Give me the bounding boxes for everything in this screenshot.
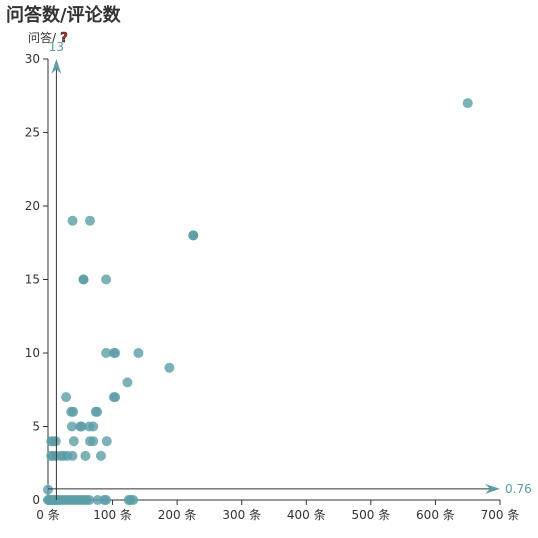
data-point [88, 436, 99, 447]
data-point [76, 421, 87, 432]
data-point [43, 484, 53, 495]
y-axis-label: 问答/ [28, 30, 57, 45]
data-point [133, 348, 144, 358]
question-mark-glyph: ? [60, 31, 68, 46]
data-point [66, 421, 77, 432]
points-layer [43, 98, 473, 505]
data-point [164, 362, 175, 373]
y-tick-label: 25 [25, 126, 40, 140]
mean-lines-layer: 130.76 [48, 40, 532, 500]
x-tick-label: 200 条 [158, 508, 197, 522]
data-point [101, 495, 112, 505]
chart-title: 问答数/评论数 [6, 5, 121, 26]
data-point [61, 392, 72, 403]
x-tick-label: 0 条 [36, 508, 59, 522]
data-point [122, 377, 133, 388]
data-point [68, 406, 79, 417]
x-tick-label: 600 条 [416, 508, 455, 522]
axes-layer: 0 条 100 条 200 条 300 条 400 条 500 条 600 条 700 条 0 5… [25, 30, 520, 522]
y-tick-label: 0 [32, 493, 40, 507]
data-point [67, 450, 78, 461]
data-point [92, 406, 103, 417]
y-tick-label: 20 [25, 199, 40, 213]
x-tick-label: 500 条 [351, 508, 390, 522]
x-tick-label: 400 条 [287, 508, 326, 522]
data-point [68, 436, 79, 447]
data-point [78, 274, 89, 285]
x-tick-label: 300 条 [222, 508, 261, 522]
data-point [95, 450, 106, 461]
y-tick-label: 10 [25, 346, 40, 360]
x-tick-label: 100 条 [93, 508, 132, 522]
data-point [84, 495, 95, 505]
question-mark-icon-bg [59, 32, 69, 42]
y-tick-label: 15 [25, 273, 40, 287]
x-tick-label: 700 条 [481, 508, 520, 522]
y-tick-label: 30 [25, 52, 40, 66]
data-point [101, 348, 112, 358]
question-mark-icon: ? [59, 31, 69, 46]
data-point [101, 274, 112, 285]
data-point [80, 450, 91, 461]
data-point [110, 348, 121, 358]
data-point [128, 495, 139, 505]
y-tick-label: 5 [32, 420, 40, 434]
data-point [110, 392, 121, 403]
data-point [101, 436, 112, 447]
y-mean-label: 0.76 [505, 482, 532, 496]
data-point [50, 436, 61, 447]
x-mean-label: 13 [49, 40, 64, 54]
data-point [188, 230, 199, 241]
data-point [462, 98, 473, 109]
x-mean-arrow [51, 59, 62, 74]
y-mean-arrow [485, 483, 500, 494]
data-point [67, 215, 78, 226]
data-point [84, 215, 95, 226]
data-point [88, 421, 99, 432]
